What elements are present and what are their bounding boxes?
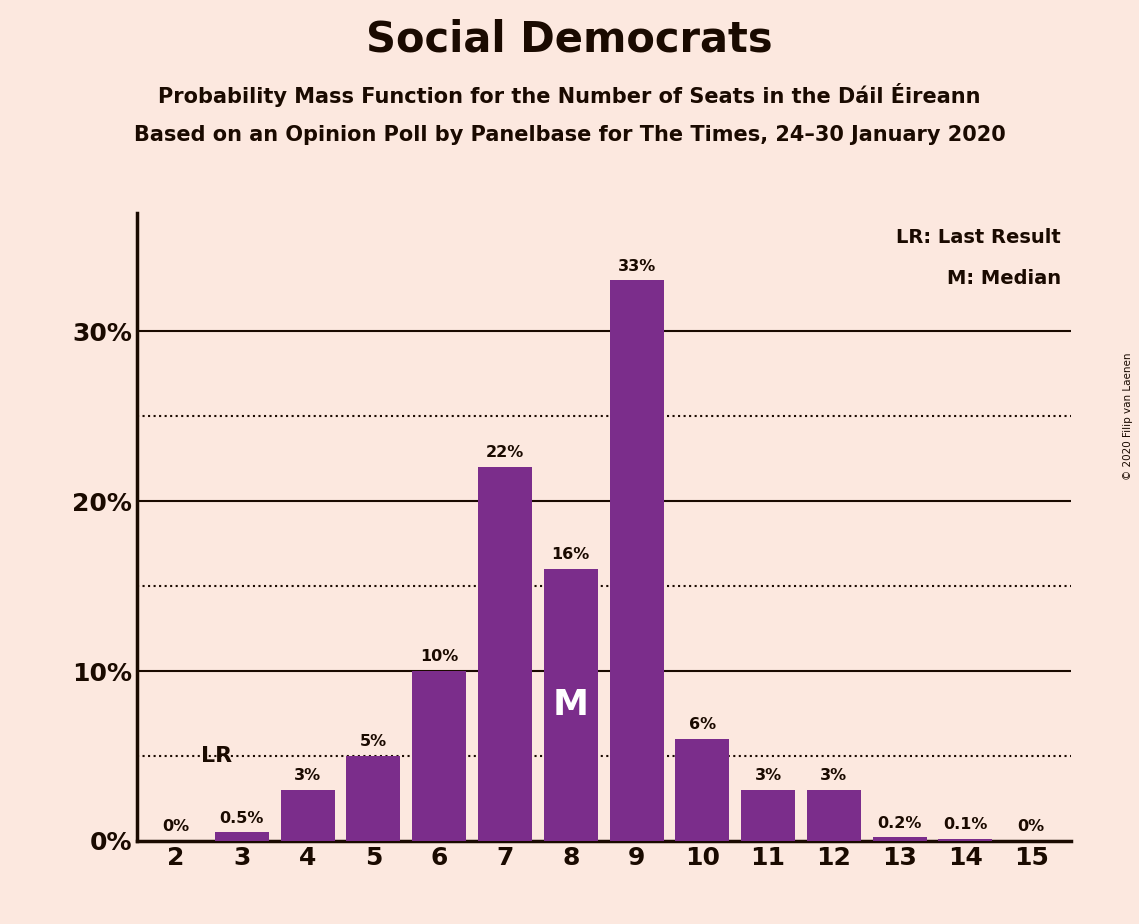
- Text: 0.1%: 0.1%: [943, 818, 988, 833]
- Text: 3%: 3%: [820, 768, 847, 784]
- Text: LR: Last Result: LR: Last Result: [896, 228, 1060, 248]
- Bar: [280, 790, 335, 841]
- Text: 0%: 0%: [1017, 819, 1044, 834]
- Text: 3%: 3%: [754, 768, 781, 784]
- Text: 5%: 5%: [360, 735, 387, 749]
- Text: © 2020 Filip van Laenen: © 2020 Filip van Laenen: [1123, 352, 1133, 480]
- Text: 6%: 6%: [689, 717, 716, 732]
- Bar: [806, 790, 861, 841]
- Bar: [872, 837, 927, 841]
- Text: Probability Mass Function for the Number of Seats in the Dáil Éireann: Probability Mass Function for the Number…: [158, 83, 981, 107]
- Text: M: M: [552, 688, 589, 722]
- Text: 16%: 16%: [551, 547, 590, 563]
- Text: 10%: 10%: [420, 650, 458, 664]
- Text: 22%: 22%: [486, 445, 524, 460]
- Bar: [543, 569, 598, 841]
- Text: 33%: 33%: [617, 259, 656, 274]
- Bar: [609, 281, 664, 841]
- Text: M: Median: M: Median: [947, 269, 1060, 288]
- Bar: [346, 756, 401, 841]
- Text: Based on an Opinion Poll by Panelbase for The Times, 24–30 January 2020: Based on an Opinion Poll by Panelbase fo…: [133, 125, 1006, 145]
- Bar: [478, 468, 532, 841]
- Bar: [215, 833, 269, 841]
- Bar: [741, 790, 795, 841]
- Text: 0.2%: 0.2%: [877, 816, 921, 831]
- Bar: [939, 839, 992, 841]
- Bar: [412, 671, 466, 841]
- Text: LR: LR: [200, 746, 232, 766]
- Text: Social Democrats: Social Democrats: [366, 18, 773, 60]
- Text: 0%: 0%: [163, 819, 190, 834]
- Bar: [675, 739, 729, 841]
- Text: 0.5%: 0.5%: [220, 810, 264, 825]
- Text: 3%: 3%: [294, 768, 321, 784]
